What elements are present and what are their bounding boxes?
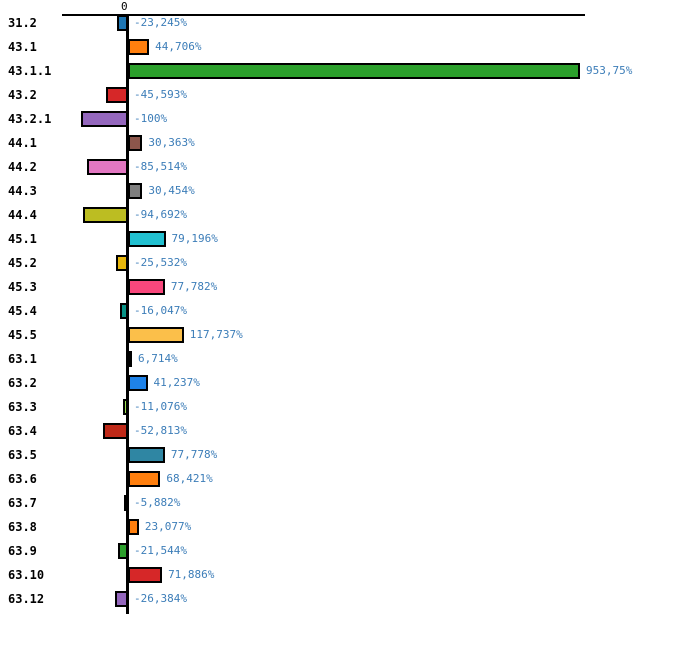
bar-value-label: 77,778% — [170, 448, 218, 461]
bar-value-label: 30,363% — [148, 136, 195, 149]
bar-63.3 — [122, 399, 128, 415]
bar-value-label: -5,882% — [134, 496, 181, 509]
bar-63.4 — [102, 423, 128, 439]
category-label: 45.4 — [8, 304, 37, 318]
x-axis-line — [62, 14, 585, 16]
category-label: 63.9 — [8, 544, 37, 558]
bar-44.3 — [128, 183, 143, 199]
bar-44.4 — [83, 207, 128, 223]
category-label: 44.1 — [8, 136, 37, 150]
category-label: 63.6 — [8, 472, 37, 486]
bar-value-label: -45,593% — [134, 88, 187, 101]
category-label: 43.2.1 — [8, 112, 52, 126]
bar-63.7 — [124, 495, 128, 511]
bar-63.8 — [128, 519, 139, 535]
bar-43.1 — [128, 39, 150, 55]
bar-44.2 — [87, 159, 128, 175]
bar-63.9 — [117, 543, 128, 559]
category-label: 45.5 — [8, 328, 37, 342]
bar-value-label: 41,237% — [153, 376, 200, 389]
category-label: 43.2 — [8, 88, 37, 102]
bar-45.3 — [128, 279, 165, 295]
bar-value-label: 30,454% — [148, 184, 195, 197]
bar-value-label: -26,384% — [134, 592, 187, 605]
bar-value-label: -23,245% — [134, 16, 187, 29]
bar-value-label: 77,782% — [170, 280, 218, 293]
category-label: 45.1 — [8, 232, 37, 246]
bar-value-label: -21,544% — [134, 544, 187, 557]
bar-value-label: -11,076% — [134, 400, 187, 413]
category-label: 63.1 — [8, 352, 37, 366]
bar-value-label: -25,532% — [134, 256, 187, 269]
bar-value-label: 71,886% — [168, 568, 215, 581]
bar-45.5 — [128, 327, 184, 343]
category-label: 31.2 — [8, 16, 37, 30]
bar-45.4 — [120, 303, 128, 319]
bar-63.1 — [128, 351, 132, 367]
category-label: 44.4 — [8, 208, 37, 222]
bar-value-label: 6,714% — [138, 352, 178, 365]
category-label: 43.1.1 — [8, 64, 52, 78]
bar-43.2 — [106, 87, 128, 103]
bar-63.12 — [115, 591, 128, 607]
category-label: 44.3 — [8, 184, 37, 198]
category-label: 45.2 — [8, 256, 37, 270]
bar-value-label: 23,077% — [144, 520, 192, 533]
bar-value-label: 117,737% — [189, 328, 243, 341]
bar-45.2 — [115, 255, 128, 271]
bar-value-label: -94,692% — [134, 208, 187, 221]
category-label: 63.2 — [8, 376, 37, 390]
category-label: 63.8 — [8, 520, 37, 534]
category-label: 63.3 — [8, 400, 37, 414]
bar-value-label: 79,196% — [171, 232, 218, 245]
category-label: 44.2 — [8, 160, 37, 174]
category-label: 63.12 — [8, 592, 45, 606]
bar-31.2 — [116, 15, 128, 31]
bar-value-label: 68,421% — [166, 472, 213, 485]
category-label: 45.3 — [8, 280, 37, 294]
bar-value-label: 953,75% — [586, 64, 633, 77]
x-axis-zero-tick-label: 0 — [121, 0, 128, 13]
bar-63.5 — [128, 447, 165, 463]
category-label: 43.1 — [8, 40, 37, 54]
category-label: 63.4 — [8, 424, 37, 438]
bar-63.6 — [128, 471, 161, 487]
category-label: 63.10 — [8, 568, 45, 582]
bar-value-label: 44,706% — [155, 40, 202, 53]
bar-44.1 — [128, 135, 143, 151]
bar-value-label: -100% — [134, 112, 168, 125]
bar-45.1 — [128, 231, 166, 247]
bar-63.10 — [128, 567, 163, 583]
bar-value-label: -85,514% — [134, 160, 187, 173]
category-label: 63.7 — [8, 496, 37, 510]
bar-value-label: -16,047% — [134, 304, 187, 317]
bar-value-label: -52,813% — [134, 424, 187, 437]
bar-43.1.1 — [128, 63, 580, 79]
bar-63.2 — [128, 375, 148, 391]
category-label: 63.5 — [8, 448, 37, 462]
bar-43.2.1 — [80, 111, 128, 127]
